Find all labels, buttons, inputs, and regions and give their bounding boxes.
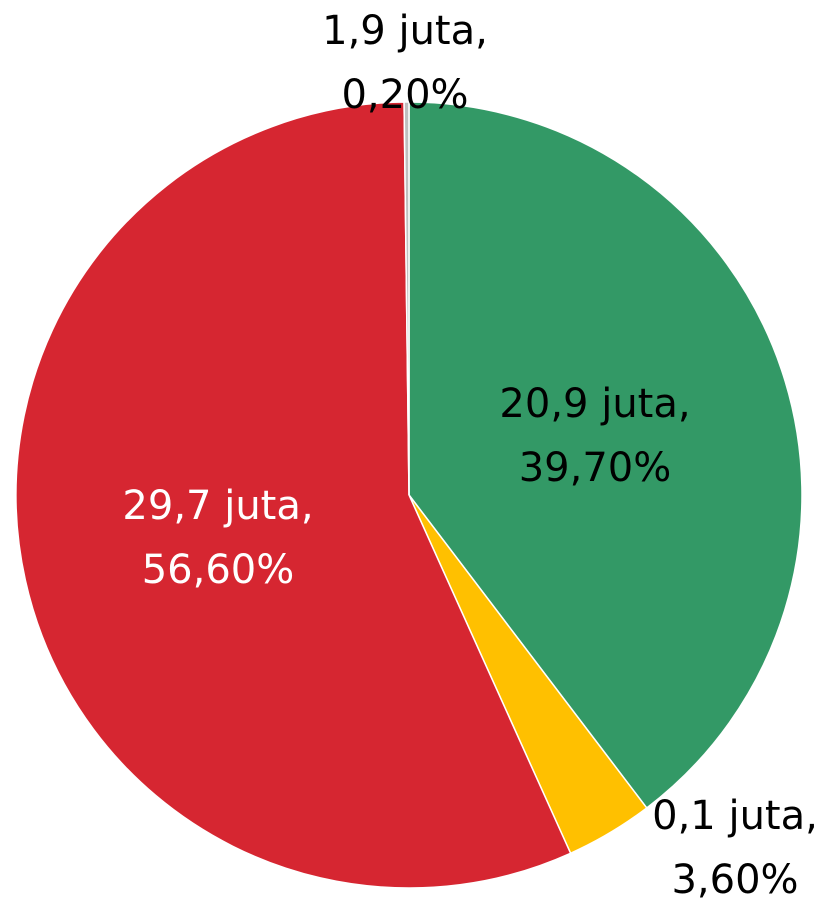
pie-slice	[403, 101, 410, 496]
pie-slice	[15, 101, 572, 889]
data-label: 0,20%	[341, 72, 468, 118]
pie-slice	[408, 101, 803, 809]
data-label: 29,7 juta,	[122, 483, 313, 529]
data-label: 1,9 juta,	[322, 8, 488, 54]
data-label: 39,70%	[519, 445, 672, 491]
data-label: 20,9 juta,	[499, 381, 690, 427]
data-label: 3,60%	[671, 857, 798, 903]
data-label: 0,1 juta,	[652, 793, 818, 839]
data-label: 56,60%	[142, 547, 295, 593]
